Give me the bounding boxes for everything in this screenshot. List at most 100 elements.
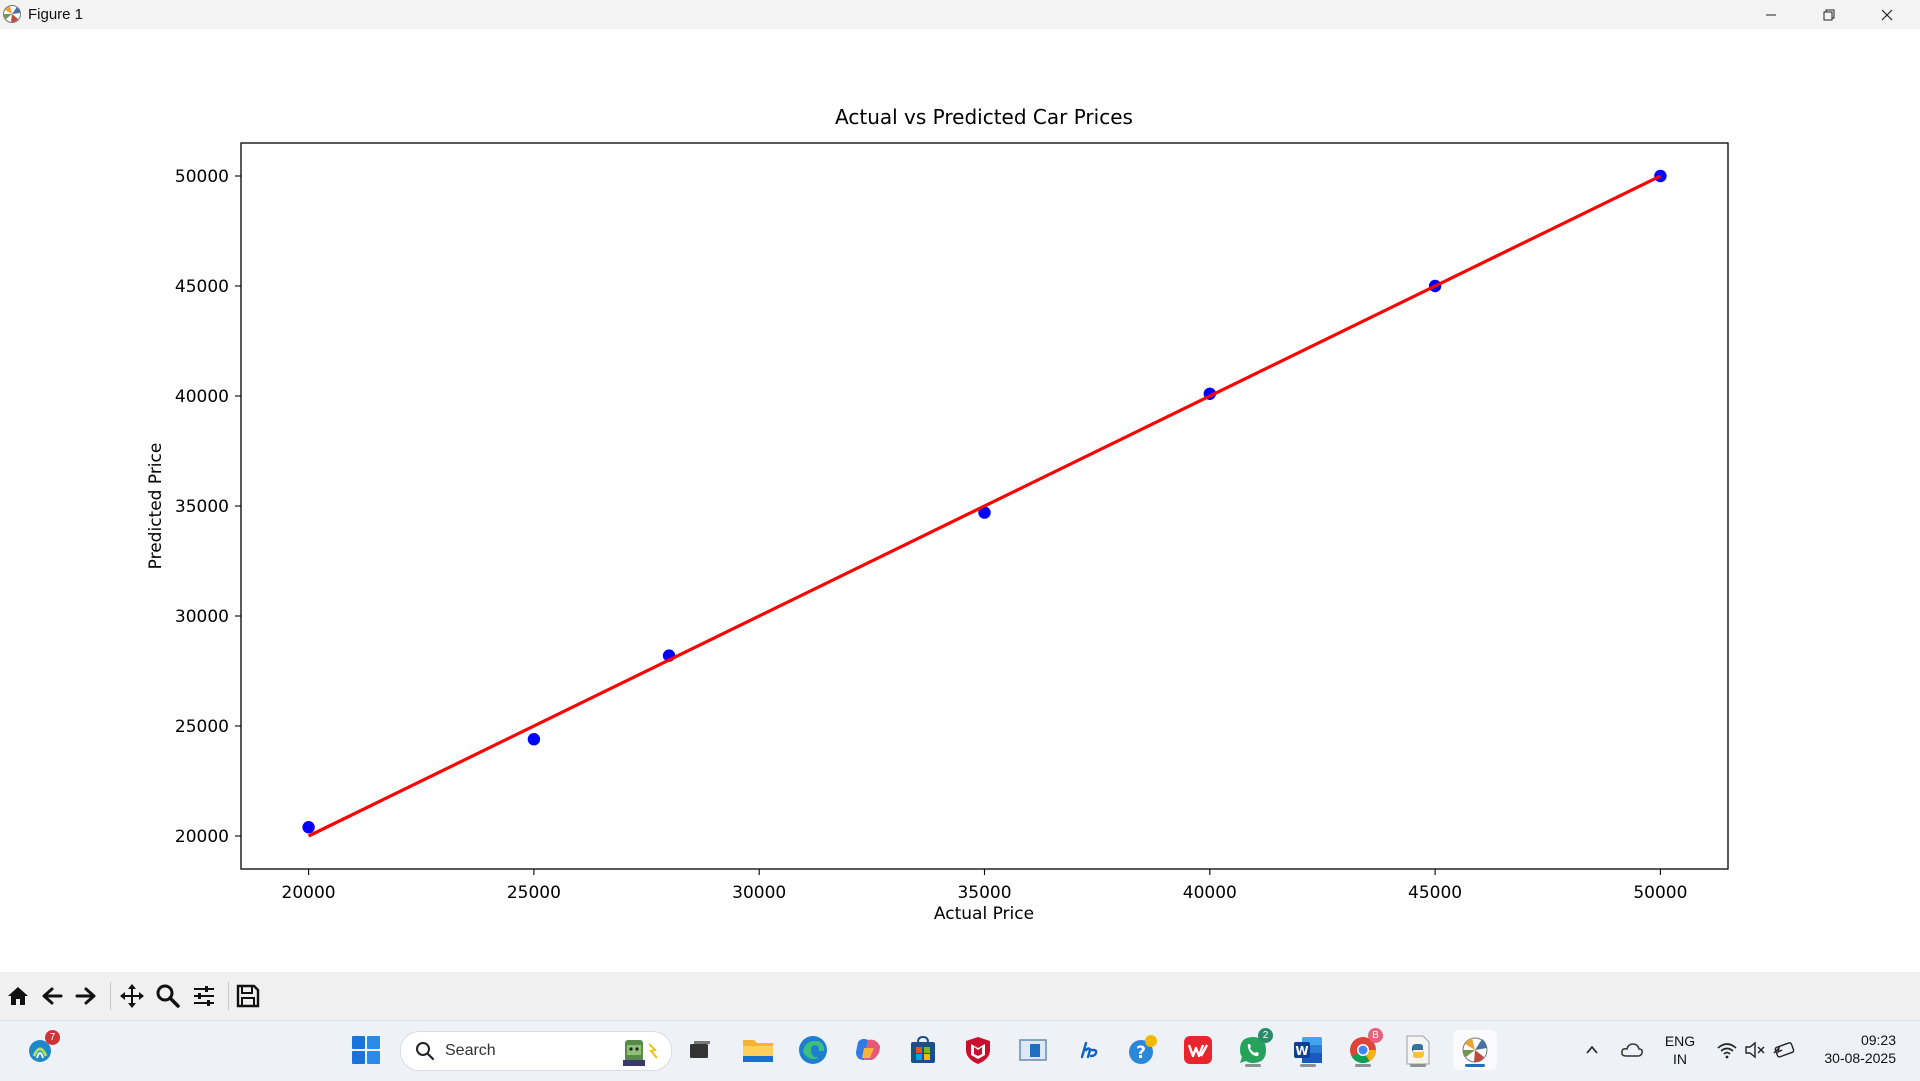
input-language-indicator[interactable]: ENG IN — [1660, 1032, 1700, 1068]
onedrive-button[interactable] — [1612, 1030, 1652, 1070]
pan-icon — [120, 984, 144, 1008]
quick-settings-button[interactable] — [1716, 1041, 1806, 1061]
scatter-chart: Actual vs Predicted Car Prices 20000 2500… — [146, 105, 1729, 924]
speaker-muted-icon — [1745, 1041, 1765, 1059]
figure-canvas[interactable]: Actual vs Predicted Car Prices 20000 2500… — [0, 29, 1920, 972]
configure-subplots-button[interactable] — [188, 980, 220, 1012]
close-button[interactable] — [1858, 0, 1916, 29]
copilot-button[interactable] — [848, 1030, 888, 1070]
clock-date: 30-08-2025 — [1824, 1050, 1896, 1066]
chrome-icon — [1350, 1037, 1377, 1064]
svg-text:?: ? — [1136, 1043, 1146, 1063]
help-icon: ? — [1129, 1035, 1157, 1064]
task-view-button[interactable] — [680, 1030, 720, 1070]
hp-button[interactable] — [1068, 1030, 1108, 1070]
minimize-button[interactable] — [1742, 0, 1800, 29]
x-tick-label: 50000 — [1633, 883, 1687, 903]
wps-office-icon — [1184, 1036, 1212, 1064]
python-button[interactable] — [1398, 1030, 1438, 1070]
clock-time: 09:23 — [1860, 1032, 1896, 1048]
mcafee-shield-icon — [966, 1037, 990, 1064]
chevron-up-icon — [1586, 1045, 1598, 1054]
home-button[interactable] — [2, 980, 34, 1012]
microsoft-store-button[interactable] — [903, 1030, 943, 1070]
search-placeholder: Search — [445, 1042, 496, 1059]
y-tick-label: 40000 — [175, 387, 229, 407]
running-indicator — [1245, 1064, 1261, 1067]
hp-logo-icon — [1080, 1041, 1098, 1059]
x-tick-label: 35000 — [957, 883, 1011, 903]
word-button[interactable]: W — [1288, 1030, 1328, 1070]
restore-button[interactable] — [1800, 0, 1858, 29]
y-tick-label: 35000 — [175, 497, 229, 517]
search-highlight-icon — [623, 1040, 658, 1066]
app-window-button[interactable] — [1013, 1030, 1053, 1070]
x-tick-label: 30000 — [732, 883, 786, 903]
y-tick-label: 50000 — [175, 167, 229, 187]
windows-start-icon — [352, 1036, 380, 1064]
widgets-badge: 7 — [45, 1030, 60, 1045]
language-code: ENG — [1664, 1033, 1696, 1049]
windows-taskbar — [0, 1020, 1920, 1081]
cloud-icon — [1621, 1043, 1643, 1057]
save-button[interactable] — [232, 980, 264, 1012]
scatter-point — [978, 506, 991, 519]
store-icon — [911, 1035, 935, 1063]
active-window-indicator — [1465, 1064, 1485, 1067]
show-hidden-icons-button[interactable] — [1572, 1030, 1612, 1070]
region-code: IN — [1673, 1051, 1687, 1067]
window-titlebar: Figure 1 — [0, 0, 1920, 29]
svg-text:W: W — [1295, 1044, 1308, 1058]
wps-office-button[interactable] — [1178, 1030, 1218, 1070]
scatter-point — [527, 733, 541, 746]
search-icon — [416, 1042, 435, 1061]
whatsapp-badge: 2 — [1258, 1028, 1273, 1043]
home-icon — [8, 987, 28, 1005]
x-tick-label: 20000 — [282, 883, 336, 903]
y-tick-label: 30000 — [175, 607, 229, 627]
running-indicator — [1355, 1064, 1371, 1067]
start-button[interactable] — [346, 1030, 386, 1070]
matplotlib-icon — [1462, 1037, 1488, 1063]
zoom-button[interactable] — [152, 980, 184, 1012]
widgets-button[interactable]: 7 — [20, 1030, 60, 1070]
clock-button[interactable]: 09:23 30-08-2025 — [1808, 1031, 1908, 1067]
whatsapp-icon — [1240, 1037, 1266, 1063]
chrome-profile-badge: B — [1368, 1028, 1383, 1043]
running-indicator — [1410, 1064, 1426, 1067]
matplotlib-figure-button[interactable] — [1453, 1030, 1497, 1070]
edge-browser-button[interactable] — [793, 1030, 833, 1070]
minimize-icon — [1766, 14, 1776, 15]
chart-title: Actual vs Predicted Car Prices — [835, 105, 1133, 129]
zoom-icon — [156, 984, 180, 1008]
whatsapp-button[interactable]: 2 — [1233, 1028, 1273, 1070]
toolbar-separator — [110, 982, 111, 1010]
file-explorer-button[interactable] — [738, 1030, 778, 1070]
toolbar-separator — [228, 982, 229, 1010]
x-tick-label: 40000 — [1183, 883, 1237, 903]
running-indicator — [1300, 1064, 1316, 1067]
chrome-button[interactable]: B — [1343, 1028, 1383, 1070]
edge-icon — [799, 1036, 827, 1064]
back-icon — [42, 987, 63, 1005]
word-icon: W — [1294, 1037, 1322, 1063]
mcafee-button[interactable] — [958, 1030, 998, 1070]
navigation-toolbar — [0, 972, 1920, 1020]
x-tick-label: 45000 — [1408, 883, 1462, 903]
app-window-icon — [1019, 1039, 1047, 1061]
pan-button[interactable] — [116, 980, 148, 1012]
save-icon — [236, 984, 260, 1008]
y-tick-label: 45000 — [175, 277, 229, 297]
reference-line — [307, 174, 1662, 838]
close-icon — [1881, 9, 1893, 20]
forward-button[interactable] — [70, 980, 102, 1012]
battery-charging-icon — [1773, 1042, 1795, 1058]
taskbar-search-box[interactable]: Search — [400, 1031, 672, 1071]
get-help-button[interactable]: ? — [1123, 1030, 1163, 1070]
scatter-point — [302, 821, 315, 834]
wifi-icon — [1717, 1043, 1737, 1059]
back-button[interactable] — [36, 980, 68, 1012]
matplotlib-app-icon — [3, 5, 21, 23]
forward-icon — [75, 987, 96, 1005]
window-title: Figure 1 — [28, 6, 84, 23]
